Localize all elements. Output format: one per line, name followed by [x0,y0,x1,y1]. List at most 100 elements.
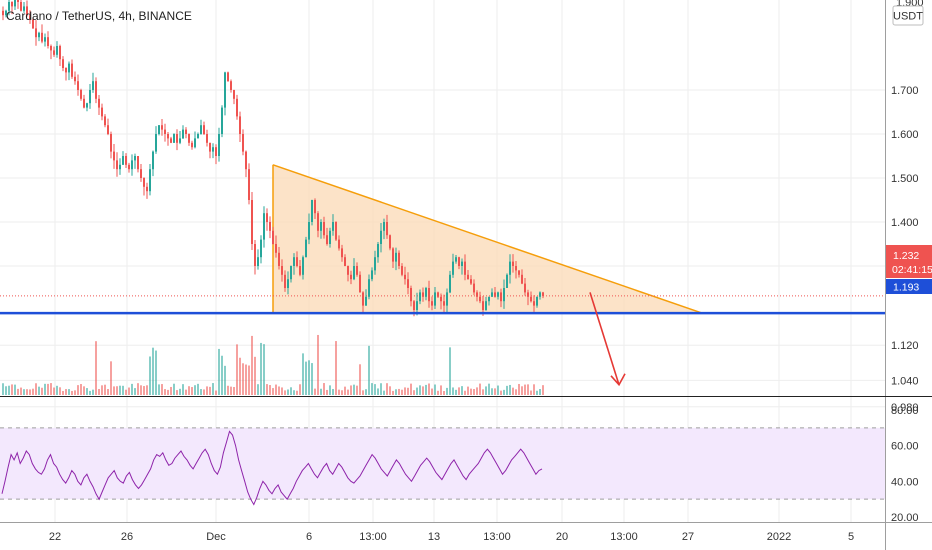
volume-bar [179,388,181,395]
volume-bar [245,364,247,395]
volume-bar [434,384,436,395]
volume-bar [497,385,499,395]
time-tick-label: 5 [848,531,854,543]
candle-body [368,279,370,297]
candle-body [500,292,502,302]
candle-body [59,46,61,60]
volume-bar [374,384,376,395]
volume-bar [125,389,127,395]
candle-body [263,213,265,240]
volume-bar [425,384,427,395]
volume-bar [380,383,382,395]
currency-box[interactable] [892,5,924,26]
candle-body [302,257,304,275]
volume-bar [326,389,328,395]
volume-bar [29,389,31,395]
candle-body [395,252,397,262]
volume-bar [248,365,250,395]
candle-body [488,296,490,302]
candle-body [83,98,85,108]
volume-bar [215,390,217,395]
candle-body [14,0,16,7]
candle-body [533,301,535,306]
volume-bar [476,387,478,395]
candle-body [416,301,418,310]
candle-body [359,274,361,293]
volume-bar [455,389,457,395]
candle-body [2,10,4,16]
candle-body [329,230,331,244]
volume-bar [50,383,52,395]
volume-bar [467,386,469,395]
candle-body [23,6,25,11]
volume-bar [431,388,433,395]
arrow-head[interactable] [610,373,626,387]
volume-bar [137,383,139,395]
candle-body [392,248,394,262]
price-tick-label: 1.040 [891,375,919,387]
candle-body [437,292,439,297]
volume-bar [110,361,112,395]
volume-bar [422,386,424,395]
volume-bar [203,389,205,395]
candle-body [101,107,103,117]
candle-body [383,222,385,231]
rsi-axis: 80.00 60.00 40.00 20.00 [891,405,919,524]
volume-bar [209,386,211,395]
volume-bar [458,387,460,395]
volume-bar [302,353,304,395]
candle-body [332,222,334,231]
time-axis[interactable]: 22 26 Dec 6 13:00 13 13:00 20 13:00 27 2022 5 [49,531,854,543]
time-tick-label: 13:00 [610,531,638,543]
volume-bar [527,384,529,395]
candle-body [311,200,313,222]
volume-bar [542,385,544,395]
volume-bar [233,387,235,395]
candle-body [272,230,274,244]
volume-bar [332,388,334,395]
projection-arrow[interactable] [589,292,626,387]
candle-body [5,10,7,16]
time-tick-label: 13:00 [359,531,387,543]
volume-bar [377,388,379,395]
candle-body [458,257,460,266]
volume-bar [350,385,352,395]
candle-body [152,151,154,170]
candle-body [515,266,517,271]
arrow-shaft[interactable] [589,292,620,386]
candle-body [518,270,520,275]
candle-body [137,156,139,170]
candle-body [86,103,88,108]
candle-body [197,134,199,139]
volume-bar [479,383,481,395]
candle-body [308,222,310,240]
volume-bar [86,388,88,395]
rsi-band-fill [0,427,885,500]
volume-bar [338,389,340,395]
candle-body [116,160,118,170]
candle-body [26,6,28,16]
volume-bar [140,385,142,395]
candle-body [53,50,55,55]
candle-body [314,200,316,214]
candle-body [89,90,91,104]
time-tick-label: Dec [206,531,226,543]
volume-bar [77,385,79,395]
volume-bar [44,383,46,395]
volume-bar [143,386,145,395]
candle-body [425,288,427,297]
candle-body [485,301,487,310]
volume-bar [62,390,64,395]
candle-body [185,129,187,134]
candle-body [347,266,349,275]
candle-body [227,72,229,82]
price-tick-label: 1.400 [891,217,919,229]
candle-body [413,301,415,310]
candle-body [494,292,496,297]
price-tick-label: 1.900 [896,0,924,9]
triangle-upper-edge[interactable] [272,164,703,314]
volume-bar [254,356,256,395]
candle-body [497,292,499,297]
candle-body [350,274,352,280]
